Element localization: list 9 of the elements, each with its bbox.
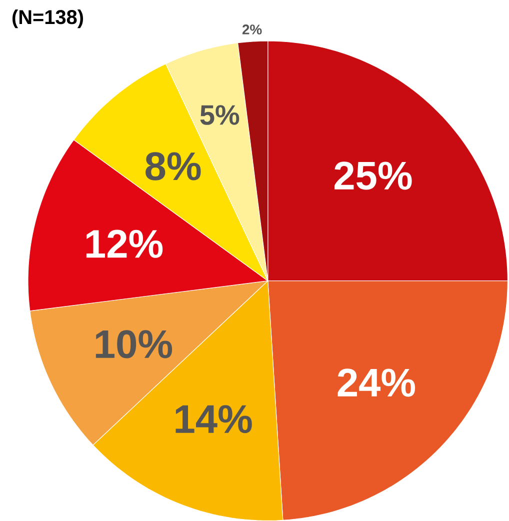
- data-label: 2%: [242, 24, 262, 34]
- chart-title: (N=138): [12, 10, 84, 28]
- data-label: 12%: [86, 230, 163, 258]
- data-label: 25%: [334, 162, 412, 190]
- data-label: 5%: [200, 105, 240, 125]
- data-label: 10%: [96, 330, 172, 358]
- data-label: 8%: [146, 152, 201, 180]
- data-label: 14%: [176, 405, 252, 434]
- data-label: 24%: [338, 368, 416, 397]
